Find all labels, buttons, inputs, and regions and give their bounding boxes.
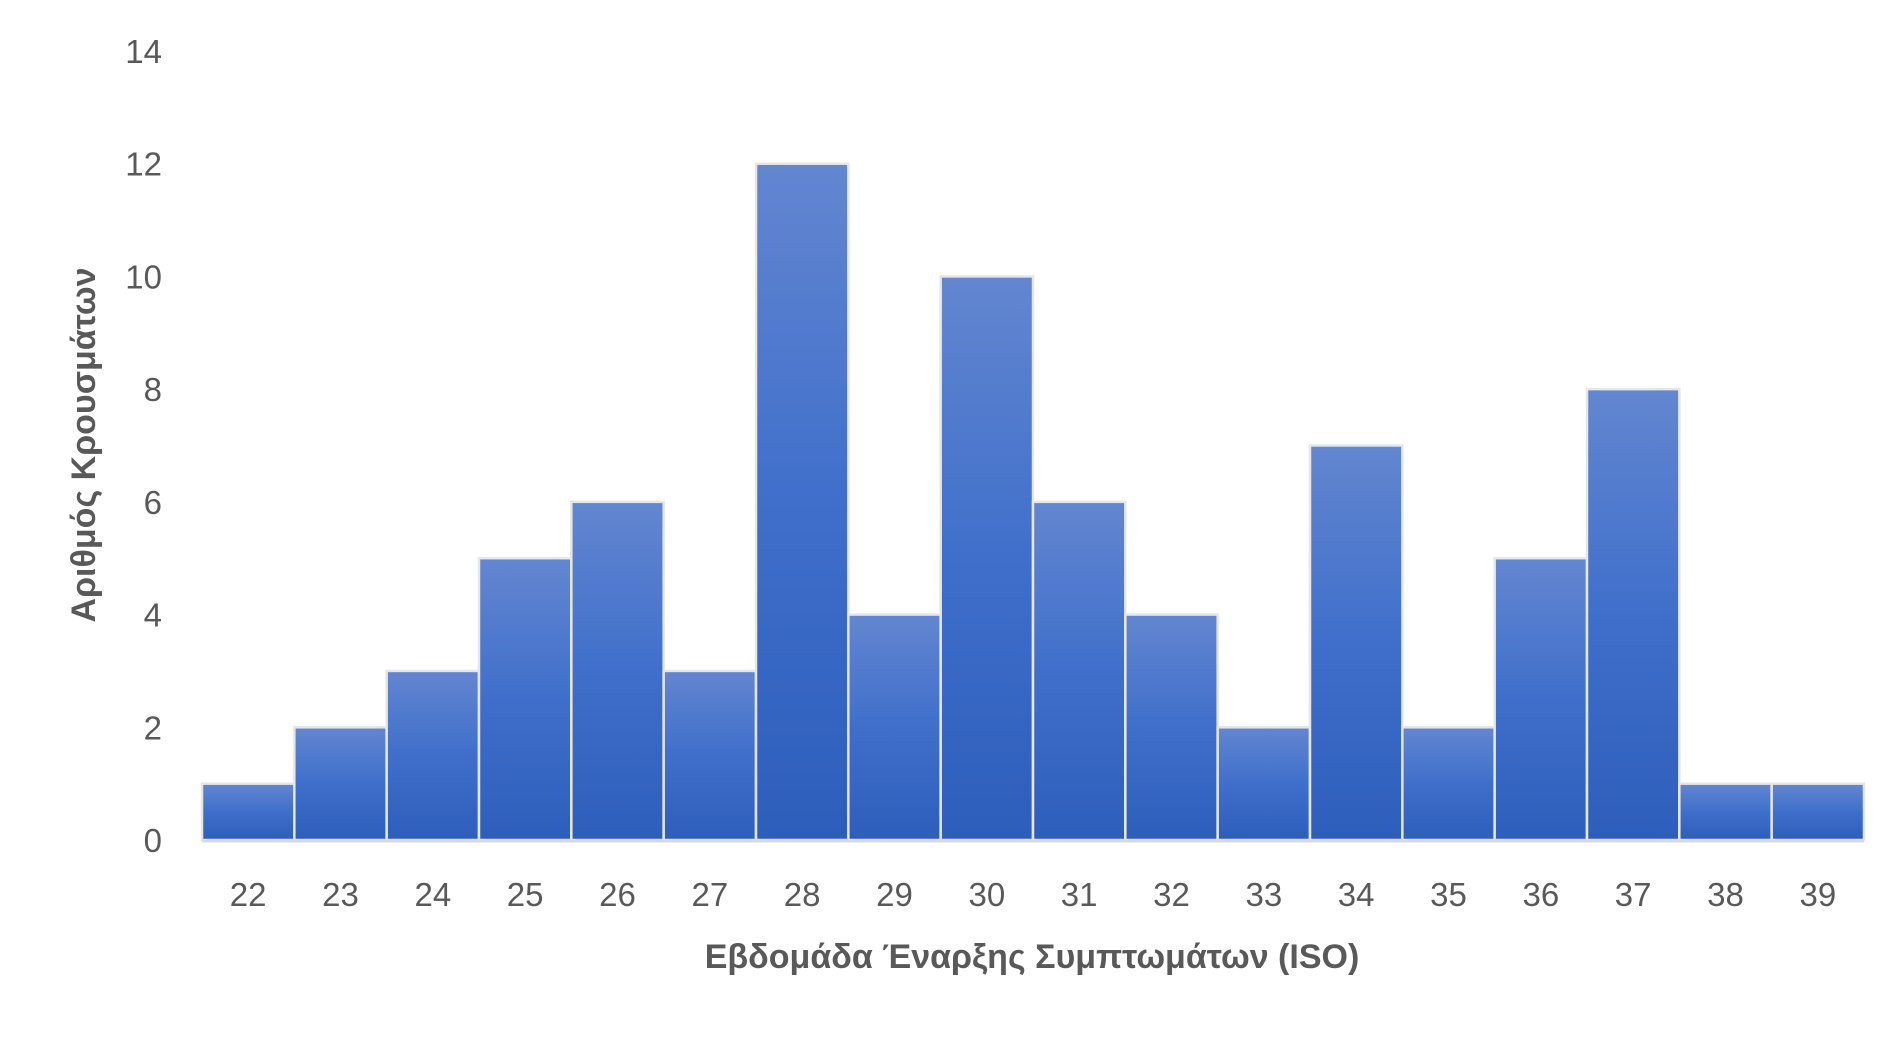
x-tick-label: 29	[876, 876, 913, 913]
bar-week-35	[1401, 726, 1496, 842]
x-tick-label: 26	[599, 876, 636, 913]
y-tick-label: 12	[125, 146, 162, 183]
x-tick-label: 25	[507, 876, 544, 913]
bar-week-26	[570, 500, 665, 842]
bar-week-29	[847, 613, 942, 842]
bar-week-28	[754, 162, 850, 842]
y-tick-label: 6	[144, 484, 162, 521]
bar-week-31	[1031, 500, 1127, 842]
x-tick-label: 30	[968, 876, 1005, 913]
bar-week-23	[293, 726, 388, 842]
bar-week-34	[1308, 444, 1404, 842]
y-tick-label: 10	[125, 258, 162, 295]
x-tick-label: 34	[1338, 876, 1375, 913]
x-tick-label: 24	[414, 876, 451, 913]
bar-week-37	[1585, 387, 1681, 842]
y-tick-label: 8	[144, 371, 162, 408]
y-tick-label: 0	[144, 822, 162, 859]
y-tick-label: 4	[144, 597, 162, 634]
x-tick-label: 39	[1799, 876, 1836, 913]
x-tick-label: 36	[1522, 876, 1559, 913]
x-tick-label: 27	[691, 876, 728, 913]
bar-week-39	[1770, 782, 1866, 842]
x-tick-label: 33	[1245, 876, 1282, 913]
bar-week-32	[1124, 613, 1219, 842]
x-axis-title: Εβδομάδα Έναρξης Συμπτωμάτων (ISO)	[705, 938, 1360, 976]
bar-week-22	[200, 782, 296, 842]
bar-week-38	[1678, 782, 1773, 842]
bar-week-27	[662, 669, 758, 842]
x-tick-label: 28	[784, 876, 821, 913]
bar-week-25	[477, 556, 573, 842]
y-axis-title: Αριθμός Κρουσμάτων	[65, 267, 103, 622]
x-tick-label: 23	[322, 876, 359, 913]
y-tick-label: 14	[125, 33, 162, 70]
x-tick-label: 35	[1430, 876, 1467, 913]
bar-week-30	[939, 275, 1035, 842]
bar-week-24	[385, 669, 481, 842]
x-tick-label: 31	[1061, 876, 1098, 913]
bar-week-33	[1216, 726, 1312, 842]
x-tick-label: 38	[1707, 876, 1744, 913]
x-tick-label: 37	[1615, 876, 1652, 913]
x-tick-label: 32	[1153, 876, 1190, 913]
x-tick-label: 22	[230, 876, 267, 913]
bar-week-36	[1493, 556, 1589, 842]
y-tick-label: 2	[144, 709, 162, 746]
